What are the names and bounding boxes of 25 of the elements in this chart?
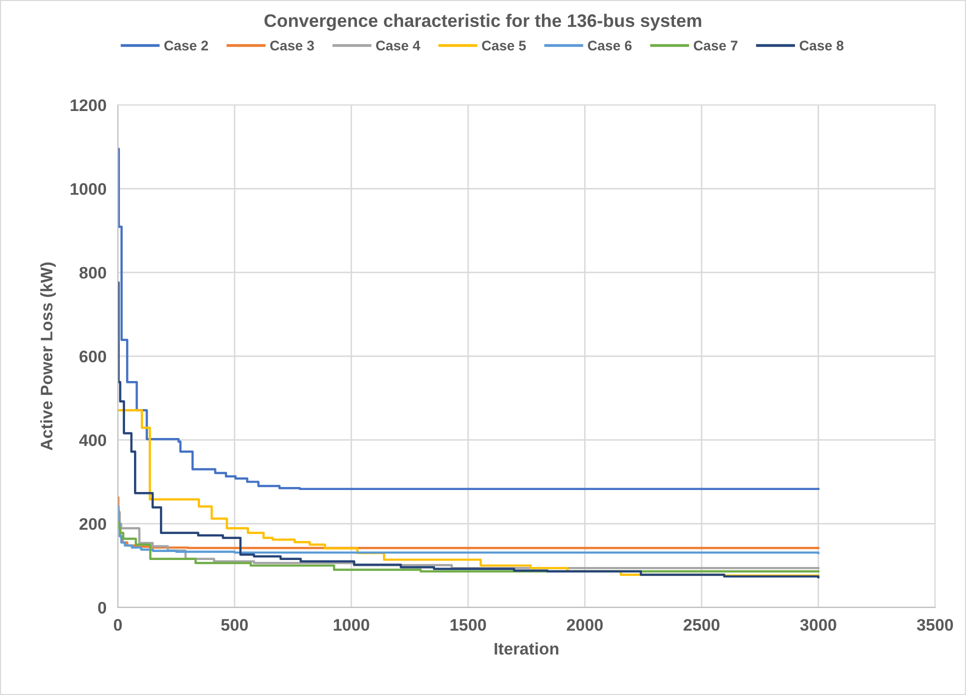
y-axis-title: Active Power Loss (kW) bbox=[40, 262, 56, 450]
x-axis-title: Iteration bbox=[494, 642, 558, 655]
y-tick-label: 1200 bbox=[70, 99, 106, 112]
x-tick-label: 0 bbox=[114, 618, 122, 631]
legend-label: Case 5 bbox=[482, 40, 526, 50]
y-tick-label: 0 bbox=[98, 602, 106, 614]
x-tick-label: 2500 bbox=[684, 618, 720, 631]
y-tick-label: 400 bbox=[79, 434, 106, 446]
x-tick-label: 2000 bbox=[566, 618, 603, 631]
legend-label: Case 8 bbox=[800, 40, 844, 50]
x-tick-label: 3500 bbox=[916, 618, 953, 631]
x-tick-label: 500 bbox=[221, 618, 248, 631]
chart-title: Convergence characteristic for the 136-bus system bbox=[264, 14, 702, 31]
y-tick-label: 600 bbox=[80, 350, 106, 362]
x-tick-label: 3000 bbox=[800, 618, 836, 631]
legend-label: Case 6 bbox=[588, 40, 632, 50]
legend-label: Case 2 bbox=[164, 40, 208, 50]
x-tick-label: 1000 bbox=[334, 618, 370, 631]
legend-label: Case 4 bbox=[376, 40, 420, 50]
y-tick-label: 1000 bbox=[70, 183, 106, 195]
legend-label: Case 7 bbox=[694, 40, 738, 50]
y-tick-label: 200 bbox=[80, 518, 106, 530]
y-tick-label: 800 bbox=[79, 266, 106, 279]
x-tick-label: 1500 bbox=[450, 618, 486, 631]
legend-label: Case 3 bbox=[270, 40, 314, 51]
